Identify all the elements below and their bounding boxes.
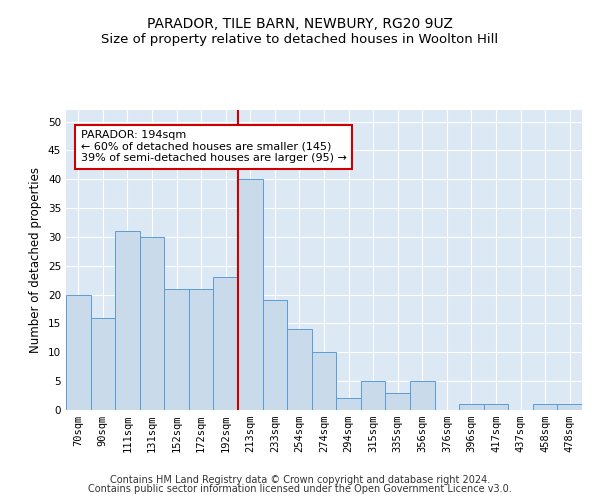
Text: Size of property relative to detached houses in Woolton Hill: Size of property relative to detached ho…	[101, 32, 499, 46]
Bar	[238, 179, 263, 410]
Text: Contains HM Land Registry data © Crown copyright and database right 2024.: Contains HM Land Registry data © Crown c…	[110, 475, 490, 485]
Bar	[91, 318, 115, 410]
Bar	[336, 398, 361, 410]
Y-axis label: Number of detached properties: Number of detached properties	[29, 167, 43, 353]
Bar	[66, 294, 91, 410]
Text: PARADOR: 194sqm
← 60% of detached houses are smaller (145)
39% of semi-detached : PARADOR: 194sqm ← 60% of detached houses…	[81, 130, 347, 164]
Bar	[361, 381, 385, 410]
Bar	[189, 289, 214, 410]
Bar	[287, 329, 312, 410]
Bar	[484, 404, 508, 410]
Bar	[115, 231, 140, 410]
Bar	[557, 404, 582, 410]
Bar	[410, 381, 434, 410]
Bar	[214, 278, 238, 410]
Bar	[533, 404, 557, 410]
Text: Contains public sector information licensed under the Open Government Licence v3: Contains public sector information licen…	[88, 484, 512, 494]
Text: PARADOR, TILE BARN, NEWBURY, RG20 9UZ: PARADOR, TILE BARN, NEWBURY, RG20 9UZ	[147, 18, 453, 32]
Bar	[385, 392, 410, 410]
Bar	[312, 352, 336, 410]
Bar	[164, 289, 189, 410]
Bar	[140, 237, 164, 410]
Bar	[263, 300, 287, 410]
Bar	[459, 404, 484, 410]
